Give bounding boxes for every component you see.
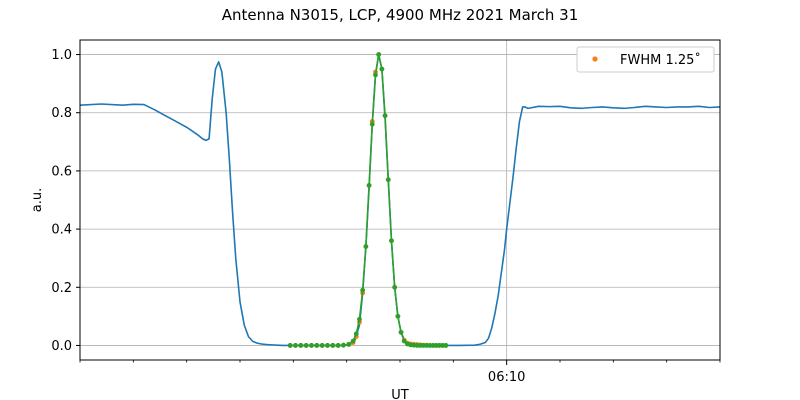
x-tick-label: 06:10 — [488, 370, 525, 385]
series-2-point — [389, 238, 394, 244]
series-2-point — [443, 343, 449, 348]
series-2-point — [287, 343, 293, 348]
legend-label-fwhm: FWHM 1.25˚ — [620, 52, 701, 68]
y-tick-label: 1.0 — [51, 48, 72, 63]
legend: FWHM 1.25˚ — [576, 46, 715, 73]
series-2-point — [401, 338, 407, 344]
series-2-point — [341, 342, 346, 348]
y-axis-label: a.u. — [30, 188, 45, 212]
series-2-point — [325, 343, 330, 348]
series-2-point — [298, 343, 304, 348]
series-2-point — [376, 52, 382, 57]
series-2-point — [309, 343, 314, 348]
series-2-point — [346, 341, 352, 347]
series-2-point — [395, 313, 401, 319]
series-2-point — [382, 113, 388, 119]
series-2-point — [350, 338, 356, 344]
series-2-point — [360, 287, 366, 293]
series-2-point — [330, 343, 336, 348]
y-axis-ticks: 0.0 0.2 0.4 0.6 0.8 1.0 — [51, 48, 80, 354]
series-2-point — [369, 121, 375, 127]
series-2-point — [373, 72, 378, 78]
series-2-point — [319, 343, 325, 348]
series-2-point — [353, 331, 359, 337]
series-2-point — [314, 343, 320, 348]
chart-title: Antenna N3015, LCP, 4900 MHz 2021 March … — [222, 6, 579, 24]
legend-marker-fwhm — [592, 56, 598, 62]
series-2-point — [303, 343, 309, 348]
series-2-point — [363, 244, 369, 249]
series-2-point — [293, 343, 298, 348]
y-tick-label: 0.6 — [51, 164, 72, 179]
y-tick-label: 0.8 — [51, 106, 72, 121]
series-2-point — [392, 284, 398, 290]
series-2-point — [385, 177, 391, 183]
series-2-point — [366, 183, 372, 188]
x-axis-ticks: 06:10 — [79, 360, 721, 385]
y-tick-label: 0.4 — [51, 223, 72, 238]
series-line-2 — [290, 53, 446, 347]
series-layer — [80, 52, 720, 348]
series-2-point — [357, 316, 362, 322]
series-2-point — [335, 343, 341, 348]
y-tick-label: 0.0 — [51, 339, 72, 354]
plot-frame — [79, 39, 721, 361]
x-axis-label: UT — [391, 388, 409, 400]
grid-lines — [80, 40, 720, 360]
series-2-point — [398, 329, 404, 335]
legend-box — [576, 46, 715, 73]
series-2-point — [379, 66, 385, 72]
series-line-0 — [80, 53, 720, 347]
y-tick-label: 0.2 — [51, 281, 72, 296]
